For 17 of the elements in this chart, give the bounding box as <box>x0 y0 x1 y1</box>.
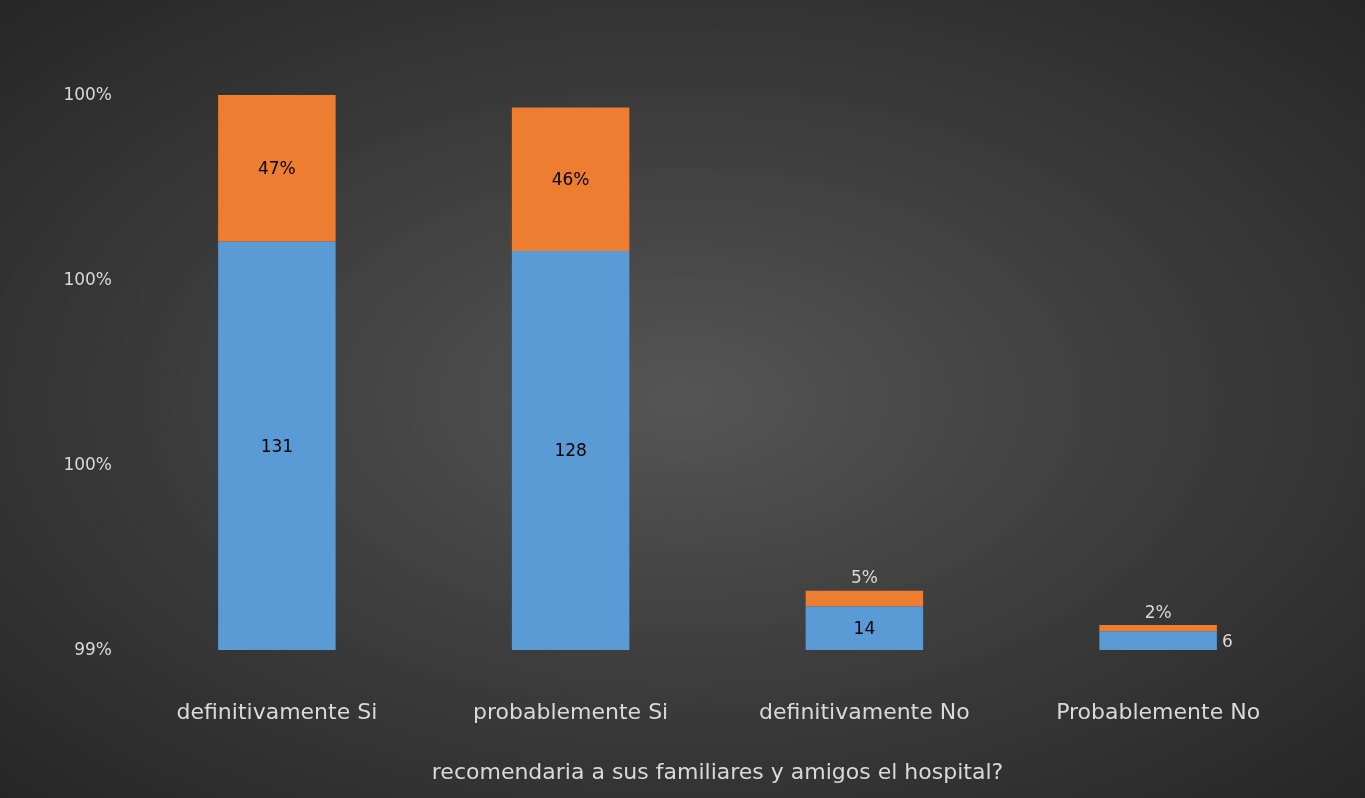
data-label: 46% <box>551 169 590 190</box>
text: 99% <box>74 638 112 659</box>
x-tick-label: definitivamente Si <box>176 698 378 724</box>
x-axis-title: recomendaria a sus familiares y amigos el hospital? <box>431 758 1004 784</box>
data-label: 5% <box>850 567 878 588</box>
data-label: 2% <box>1144 601 1172 622</box>
x-tick-label: definitivamente No <box>759 698 970 724</box>
data-label: 14 <box>853 618 876 639</box>
text: 100% <box>63 268 112 289</box>
data-label: 131 <box>260 435 294 456</box>
text: 100% <box>63 453 112 474</box>
data-label: 47% <box>257 158 296 179</box>
x-tick-label: probablemente Si <box>473 698 669 724</box>
data-label: 6 <box>1221 630 1233 651</box>
data-label: 128 <box>554 440 587 461</box>
text: 100% <box>63 83 112 104</box>
x-tick-label: Probablemente No <box>1056 698 1261 724</box>
